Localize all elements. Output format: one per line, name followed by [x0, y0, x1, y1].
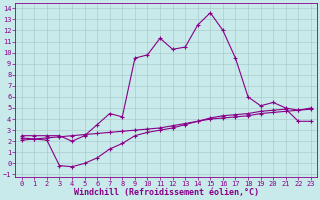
X-axis label: Windchill (Refroidissement éolien,°C): Windchill (Refroidissement éolien,°C): [74, 188, 259, 197]
